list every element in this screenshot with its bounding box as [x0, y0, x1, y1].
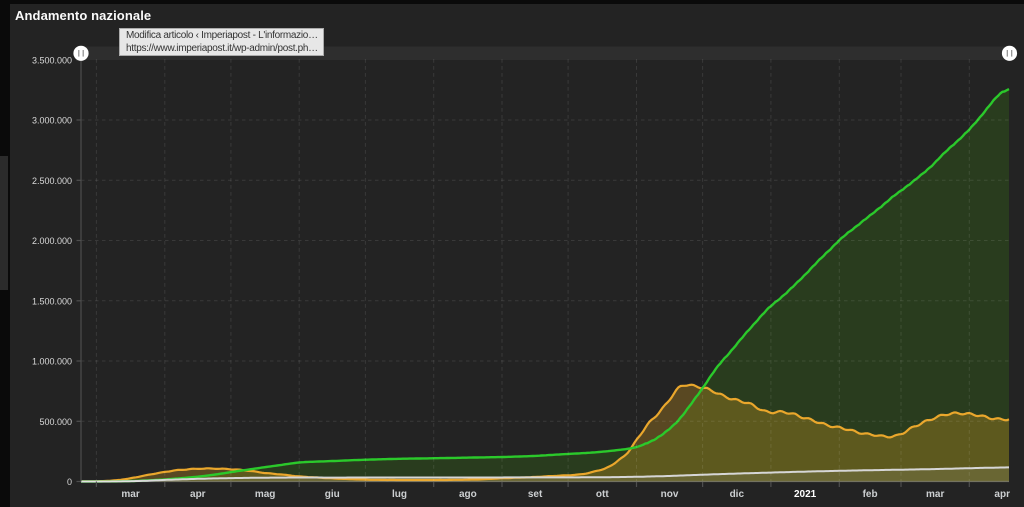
- svg-text:feb: feb: [863, 489, 878, 500]
- svg-text:apr: apr: [190, 489, 206, 500]
- svg-text:2021: 2021: [794, 489, 817, 500]
- svg-text:mag: mag: [255, 489, 276, 500]
- svg-text:mar: mar: [926, 489, 944, 500]
- svg-text:3.500.000: 3.500.000: [32, 55, 72, 65]
- svg-text:2.500.000: 2.500.000: [32, 176, 72, 186]
- svg-text:1.000.000: 1.000.000: [32, 357, 72, 367]
- svg-text:giu: giu: [325, 489, 340, 500]
- svg-text:ott: ott: [596, 489, 609, 500]
- svg-text:set: set: [528, 489, 543, 500]
- svg-text:500.000: 500.000: [39, 417, 72, 427]
- svg-text:0: 0: [67, 477, 72, 487]
- svg-text:mar: mar: [121, 489, 139, 500]
- svg-text:ago: ago: [459, 489, 477, 500]
- svg-text:nov: nov: [661, 489, 679, 500]
- svg-text:dic: dic: [730, 489, 745, 500]
- svg-text:3.000.000: 3.000.000: [32, 116, 72, 126]
- svg-text:1.500.000: 1.500.000: [32, 296, 72, 306]
- svg-text:lug: lug: [392, 489, 407, 500]
- svg-text:2.000.000: 2.000.000: [32, 236, 72, 246]
- svg-text:apr: apr: [994, 489, 1010, 500]
